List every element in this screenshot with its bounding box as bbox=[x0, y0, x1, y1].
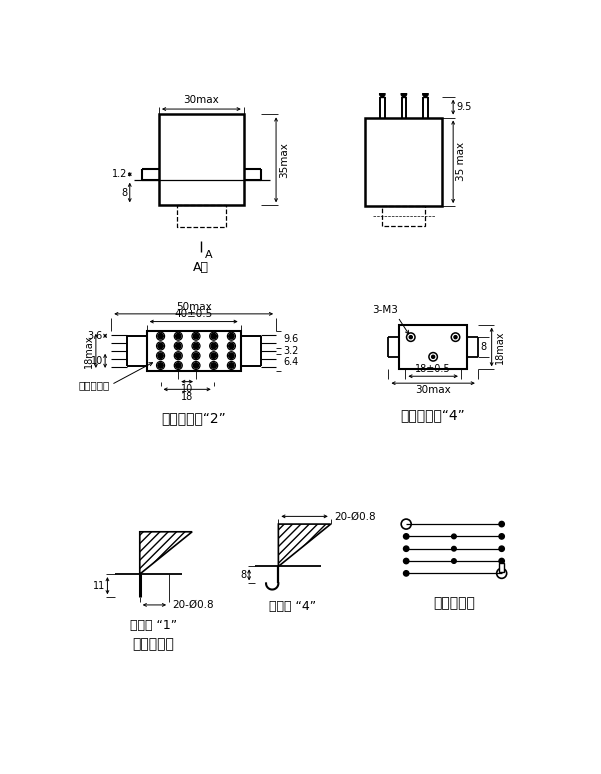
Circle shape bbox=[211, 363, 216, 368]
Circle shape bbox=[211, 334, 216, 339]
Bar bbox=[177, 205, 226, 227]
Bar bbox=[147, 330, 240, 371]
Circle shape bbox=[211, 343, 216, 348]
Text: 50max: 50max bbox=[175, 302, 212, 312]
Text: 3-M3: 3-M3 bbox=[372, 306, 398, 316]
Text: 11: 11 bbox=[93, 580, 105, 591]
Text: 9.5: 9.5 bbox=[456, 102, 472, 112]
Text: 10: 10 bbox=[91, 356, 103, 366]
Text: A向: A向 bbox=[194, 261, 209, 274]
Text: 插针式 “1”: 插针式 “1” bbox=[130, 618, 177, 632]
Circle shape bbox=[158, 353, 163, 358]
Text: 30max: 30max bbox=[183, 95, 219, 105]
Circle shape bbox=[194, 353, 199, 358]
Circle shape bbox=[194, 363, 199, 368]
Text: 40±0.5: 40±0.5 bbox=[174, 310, 213, 319]
Text: 3.2: 3.2 bbox=[283, 346, 298, 356]
Text: 35max: 35max bbox=[279, 142, 289, 178]
Circle shape bbox=[403, 546, 409, 551]
Text: 18max: 18max bbox=[495, 330, 505, 364]
Text: 焊钉式 “4”: 焊钉式 “4” bbox=[269, 601, 316, 613]
Text: 18: 18 bbox=[181, 392, 194, 402]
Circle shape bbox=[451, 534, 456, 539]
Circle shape bbox=[403, 570, 409, 576]
Text: 18max: 18max bbox=[84, 334, 94, 368]
Circle shape bbox=[451, 559, 456, 563]
Bar bbox=[399, 324, 467, 369]
Circle shape bbox=[175, 334, 181, 339]
Bar bbox=[159, 115, 244, 205]
Text: 安装方式：“2”: 安装方式：“2” bbox=[161, 411, 226, 425]
Text: 20-Ø0.8: 20-Ø0.8 bbox=[172, 600, 214, 610]
Circle shape bbox=[175, 343, 181, 348]
Text: 30max: 30max bbox=[415, 385, 451, 396]
Circle shape bbox=[158, 334, 163, 339]
Circle shape bbox=[401, 91, 406, 97]
Text: 着色绵缘子: 着色绵缘子 bbox=[79, 380, 110, 390]
Text: 8: 8 bbox=[480, 342, 486, 352]
Circle shape bbox=[380, 91, 385, 97]
Circle shape bbox=[158, 343, 163, 348]
Circle shape bbox=[229, 343, 234, 348]
Circle shape bbox=[432, 355, 435, 358]
Text: 3.6: 3.6 bbox=[88, 330, 103, 341]
Circle shape bbox=[194, 334, 199, 339]
Text: 35 max: 35 max bbox=[456, 142, 466, 181]
Circle shape bbox=[175, 363, 181, 368]
Text: 10: 10 bbox=[181, 384, 194, 394]
Circle shape bbox=[403, 558, 409, 563]
Circle shape bbox=[423, 91, 428, 97]
Circle shape bbox=[499, 534, 504, 539]
Circle shape bbox=[499, 522, 504, 527]
Circle shape bbox=[229, 353, 234, 358]
Circle shape bbox=[175, 353, 181, 358]
Circle shape bbox=[194, 343, 199, 348]
Text: 18±0.5: 18±0.5 bbox=[415, 364, 451, 374]
Text: 1.2: 1.2 bbox=[112, 170, 127, 180]
Text: A: A bbox=[204, 250, 212, 260]
Circle shape bbox=[229, 363, 234, 368]
Text: 8: 8 bbox=[240, 570, 247, 580]
Circle shape bbox=[229, 334, 234, 339]
Text: 8: 8 bbox=[121, 187, 127, 197]
Bar bbox=[365, 118, 442, 206]
Circle shape bbox=[409, 336, 412, 339]
Circle shape bbox=[499, 558, 504, 563]
Circle shape bbox=[158, 363, 163, 368]
Text: 9.6: 9.6 bbox=[283, 334, 298, 344]
Circle shape bbox=[451, 546, 456, 551]
Text: 6.4: 6.4 bbox=[283, 358, 298, 368]
Text: 安装方式：“4”: 安装方式：“4” bbox=[401, 408, 466, 422]
Circle shape bbox=[403, 534, 409, 539]
Text: 引出端型式: 引出端型式 bbox=[133, 637, 174, 651]
Circle shape bbox=[499, 546, 504, 551]
Bar bbox=[499, 563, 504, 572]
Text: 20-Ø0.8: 20-Ø0.8 bbox=[334, 512, 376, 522]
Circle shape bbox=[211, 353, 216, 358]
Text: 引出端型式: 引出端型式 bbox=[433, 597, 475, 611]
Bar bbox=[382, 206, 426, 226]
Circle shape bbox=[454, 336, 457, 339]
